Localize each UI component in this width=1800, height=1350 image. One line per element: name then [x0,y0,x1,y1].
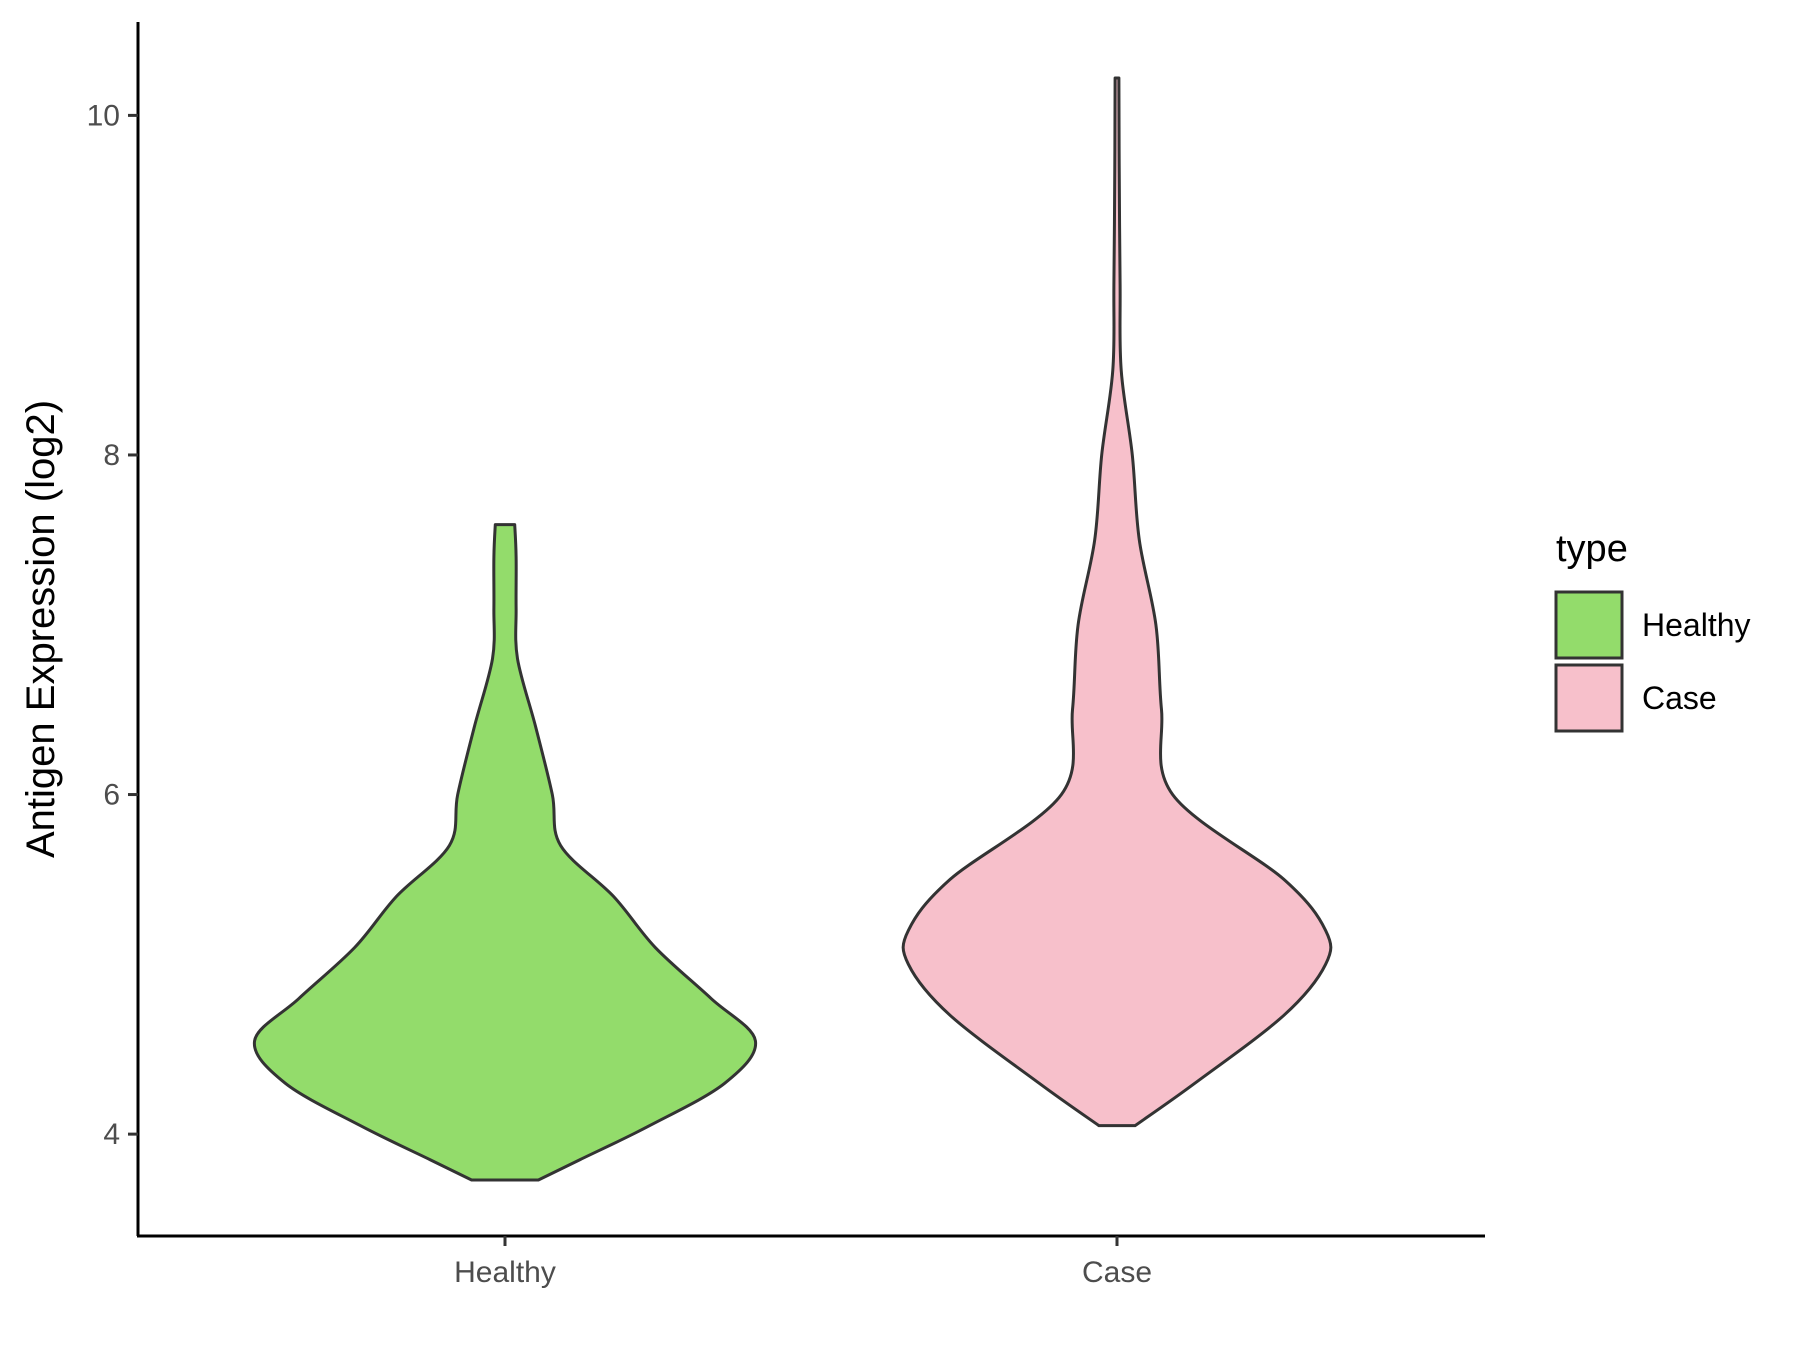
legend-title: type [1556,528,1628,570]
violin-case [901,76,1333,1128]
x-tick-label: Case [1082,1256,1152,1289]
y-tick-label: 8 [103,439,120,472]
legend-key-case [1554,663,1624,733]
legend: type Healthy Case [1554,528,1751,733]
violin-healthy [253,523,757,1182]
y-ticks: 4 6 8 10 [87,99,138,1151]
legend-label-healthy: Healthy [1642,607,1751,643]
x-tick-label: Healthy [454,1256,556,1289]
legend-key-healthy [1554,590,1624,660]
legend-entries: Healthy Case [1554,590,1751,733]
x-ticks: Healthy Case [454,1236,1152,1289]
y-tick-label: 6 [103,779,120,812]
violins-layer [253,76,1333,1182]
y-tick-label: 4 [103,1118,120,1151]
y-axis-title: Antigen Expression (log2) [19,400,63,858]
y-tick-label: 10 [87,99,120,132]
legend-label-case: Case [1642,680,1717,716]
